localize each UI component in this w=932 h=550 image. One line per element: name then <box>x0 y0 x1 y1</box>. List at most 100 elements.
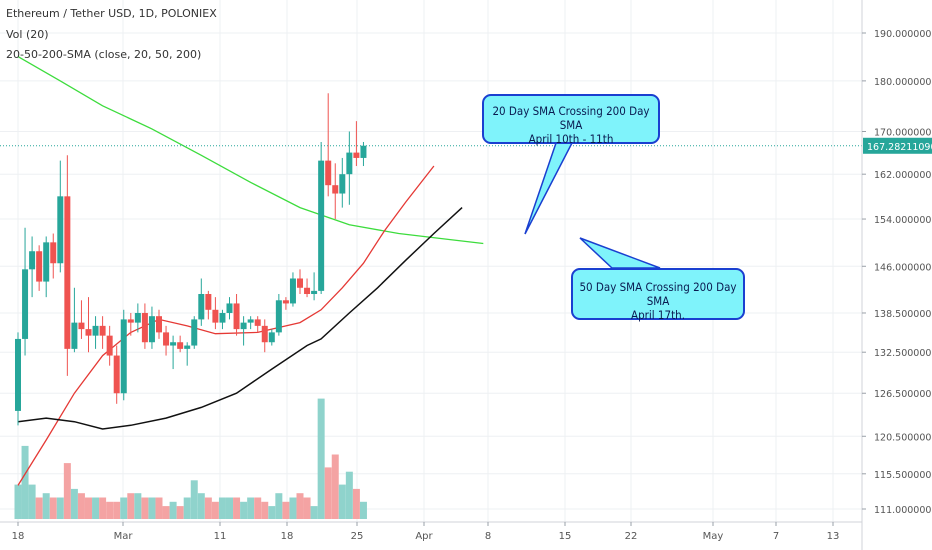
candle-body <box>275 300 282 333</box>
time-tick-label: 22 <box>625 531 638 542</box>
volume-bar <box>261 501 269 519</box>
sma-indicator-label[interactable]: 20-50-200-SMA (close, 20, 50, 200) <box>6 48 202 61</box>
volume-bar <box>28 484 36 519</box>
candle-body <box>212 309 219 323</box>
volume-bar <box>275 493 283 519</box>
volume-bar <box>338 484 346 519</box>
volume-bar <box>240 501 248 519</box>
volume-bar <box>268 506 276 519</box>
candle-body <box>141 312 148 343</box>
candle-body <box>106 335 113 356</box>
price-axis-bg <box>862 0 932 550</box>
candle-body <box>163 332 170 346</box>
volume-bar <box>247 497 255 519</box>
volume-bar <box>162 506 170 519</box>
volume-indicator-label[interactable]: Vol (20) <box>6 28 49 41</box>
price-tick-label: 162.00000000 <box>874 170 932 181</box>
candle-body <box>261 325 268 343</box>
callout-20-200-line2: April 10th - 11th <box>528 132 614 146</box>
candle-body <box>43 242 50 282</box>
time-tick-label: 18 <box>12 531 25 542</box>
time-tick-label: 13 <box>827 531 840 542</box>
price-tick-label: 146.00000000 <box>874 262 932 273</box>
volume-bar <box>190 480 198 519</box>
callout-50-200-pointer <box>579 237 661 269</box>
candle-body <box>205 294 212 310</box>
volume-bar <box>282 501 290 519</box>
volume-bar <box>63 463 71 519</box>
candle-body <box>318 160 325 291</box>
volume-bar <box>331 454 339 519</box>
callout-20-200-cross[interactable]: 20 Day SMA Crossing 200 Day SMA April 10… <box>482 94 660 146</box>
volume-bar <box>359 501 367 519</box>
candle-body <box>85 329 92 336</box>
volume-bar <box>120 497 128 519</box>
volume-bar <box>233 497 241 519</box>
price-tick-label: 126.50000000 <box>874 389 932 400</box>
symbol-title: Ethereum / Tether USD, 1D, POLONIEX <box>6 7 217 20</box>
price-tick-label: 180.00000000 <box>874 77 932 88</box>
candle-body <box>29 251 36 270</box>
volume-bar <box>92 497 100 519</box>
candle-body <box>134 312 141 323</box>
price-tick-label: 111.00000000 <box>874 505 932 516</box>
volume-bar <box>14 484 22 519</box>
volume-bar <box>197 493 205 519</box>
candle-body <box>325 160 332 186</box>
volume-bar <box>183 497 191 519</box>
candle-body <box>311 290 318 295</box>
candle-body <box>127 319 134 323</box>
time-tick-label: Mar <box>114 531 134 542</box>
volume-bar <box>218 497 226 519</box>
callout-20-200-line1: 20 Day SMA Crossing 200 Day SMA <box>492 104 650 132</box>
time-tick-label: 15 <box>559 531 572 542</box>
candle-body <box>226 303 233 313</box>
candle-body <box>78 322 85 330</box>
candle-body <box>15 338 21 411</box>
volume-bar <box>169 501 177 519</box>
volume-bar <box>303 497 311 519</box>
candle-body <box>50 242 57 264</box>
candle-body <box>57 196 64 264</box>
price-tick-label: 190.00000000 <box>874 29 932 40</box>
candle-body <box>120 319 127 394</box>
volume-bar <box>141 497 149 519</box>
price-tick-label: 170.00000000 <box>874 128 932 139</box>
candle-body <box>346 152 353 175</box>
volume-bar <box>106 501 114 519</box>
volume-bar <box>49 497 57 519</box>
volume-bar <box>134 493 142 519</box>
volume-bar <box>289 497 297 519</box>
volume-bar <box>345 471 353 519</box>
time-tick-label: May <box>703 531 724 542</box>
candle-body <box>148 316 155 343</box>
volume-bar <box>176 506 184 519</box>
candle-body <box>22 269 29 339</box>
candle-body <box>177 342 184 349</box>
candle-body <box>219 312 226 323</box>
callout-50-200-cross[interactable]: 50 Day SMA Crossing 200 Day SMA April 17… <box>571 268 745 322</box>
sma200-line <box>17 56 484 245</box>
candle-body <box>170 342 177 346</box>
volume-bar <box>324 467 332 519</box>
candle-body <box>289 278 296 304</box>
candle-body <box>339 174 346 194</box>
price-tick-label: 120.50000000 <box>874 432 932 443</box>
candle-body <box>99 325 106 336</box>
candle-body <box>92 325 99 336</box>
volume-bar <box>211 501 219 519</box>
time-tick-label: 8 <box>485 531 491 542</box>
price-tick-label: 154.00000000 <box>874 215 932 226</box>
time-tick-label: Apr <box>415 531 433 542</box>
candle-body <box>247 319 254 323</box>
price-tick-label: 138.50000000 <box>874 309 932 320</box>
time-tick-label: 18 <box>281 531 294 542</box>
last-price-label: 167.28211090 <box>867 142 932 153</box>
candle-body <box>360 145 367 158</box>
candle-body <box>254 319 261 326</box>
time-tick-label: 11 <box>214 531 227 542</box>
callout-50-200-line1: 50 Day SMA Crossing 200 Day SMA <box>579 280 737 308</box>
candle-body <box>233 303 240 330</box>
